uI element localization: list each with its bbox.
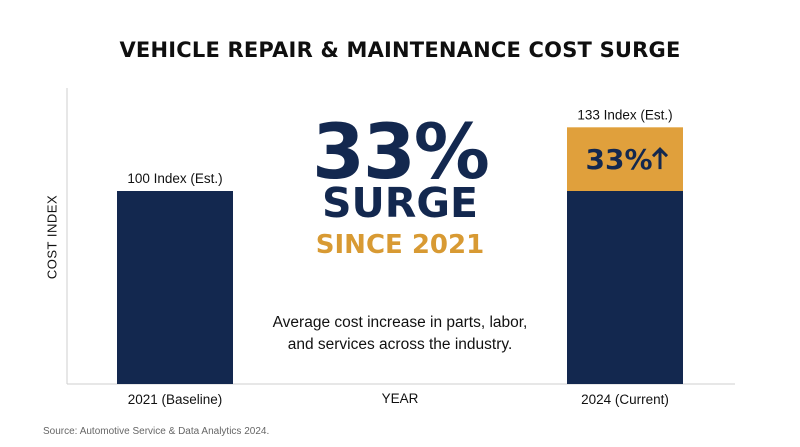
- callout-description: Average cost increase in parts, labor, a…: [240, 312, 560, 356]
- up-arrow-icon: [651, 147, 669, 170]
- data-label-1: 100 Index (Est.): [127, 171, 222, 186]
- description-line-1: Average cost increase in parts, labor,: [272, 314, 528, 331]
- data-label-2: 133 Index (Est.): [577, 107, 672, 122]
- description-line-2: and services across the industry.: [287, 336, 513, 353]
- callout-surge: SURGE: [321, 179, 479, 227]
- chart-title: VEHICLE REPAIR & MAINTENANCE COST SURGE: [119, 38, 681, 62]
- y-axis-label: COST INDEX: [44, 194, 60, 280]
- bar-increase-segment: [567, 127, 683, 191]
- bar-1: [117, 191, 233, 384]
- bar-2: [567, 191, 683, 384]
- x-tick-label-2: 2024 (Current): [581, 392, 669, 407]
- callout-since: SINCE 2021: [315, 230, 485, 260]
- callout-percent: 33%: [312, 107, 490, 196]
- increase-percent-label: 33%: [585, 143, 652, 176]
- x-tick-label-1: 2021 (Baseline): [128, 392, 223, 407]
- x-axis-label: YEAR: [381, 391, 419, 406]
- source-note: Source: Automotive Service & Data Analyt…: [43, 426, 270, 437]
- bars-group: 100 Index (Est.) 2021 (Baseline) 33% 133 In…: [117, 107, 683, 407]
